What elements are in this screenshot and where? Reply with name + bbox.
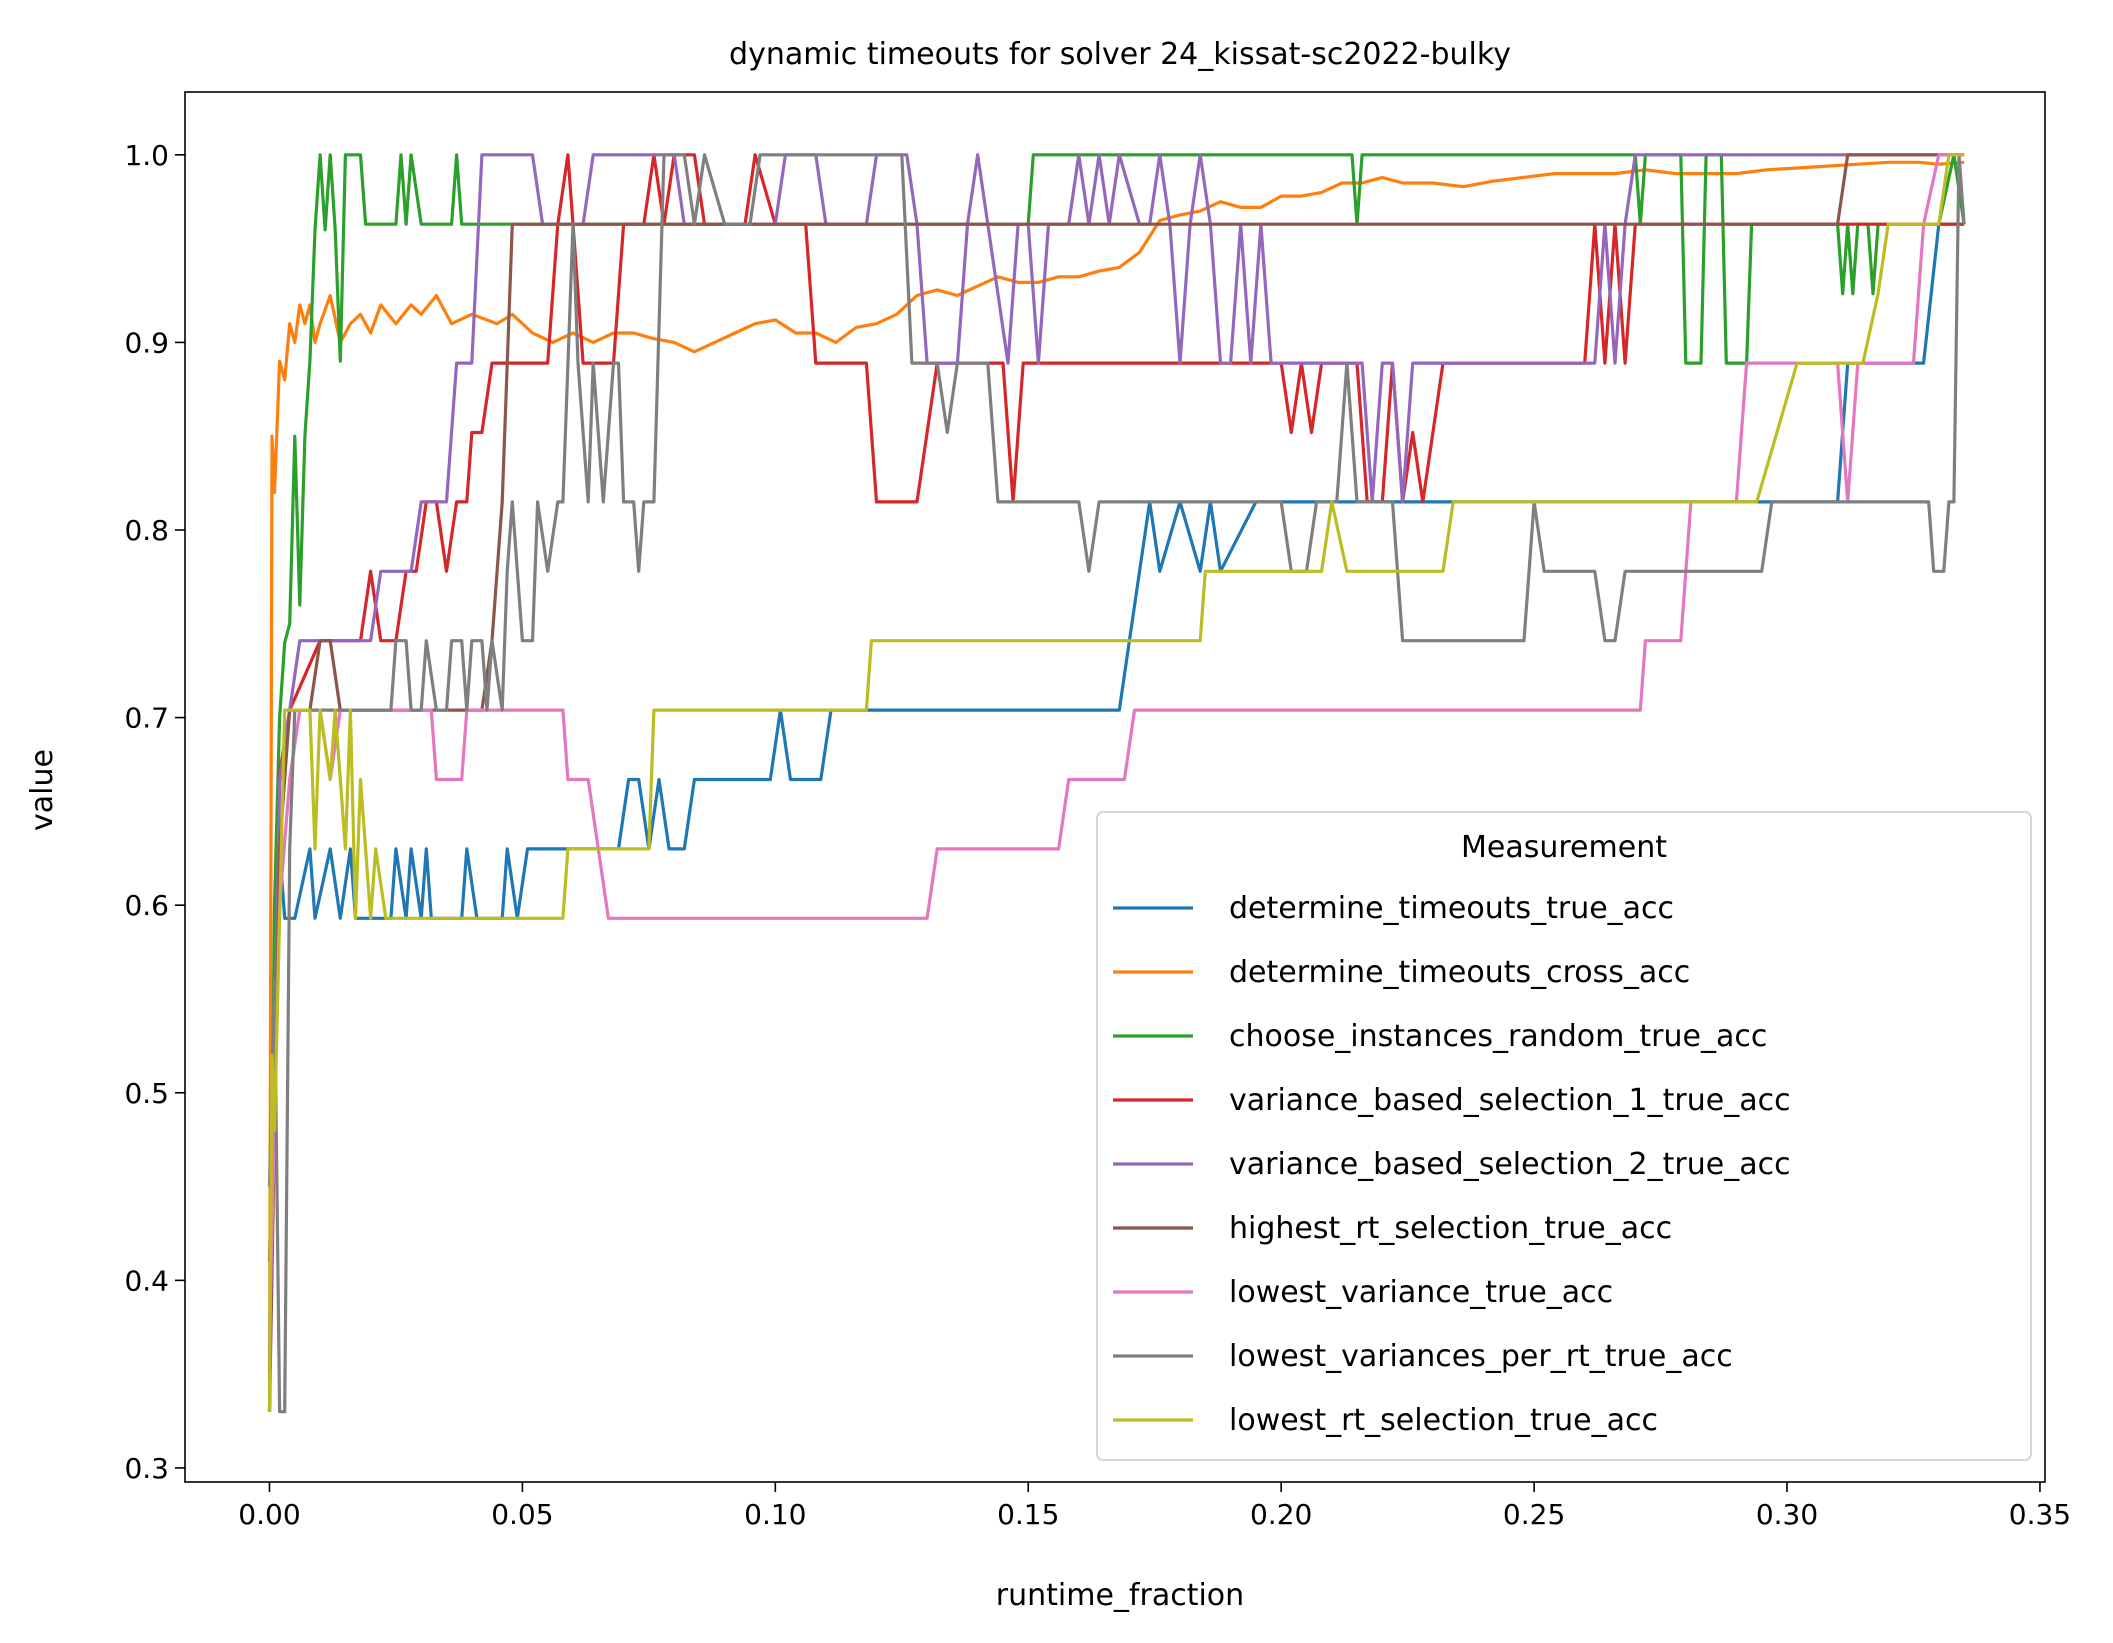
legend-label: choose_instances_random_true_acc xyxy=(1229,1019,1767,1054)
plot-frame xyxy=(184,91,2046,1483)
series-line-determine-timeouts-true-acc xyxy=(267,222,1965,1262)
y-tick-label: 0.9 xyxy=(124,326,169,359)
x-tick-label: 0.20 xyxy=(1250,1498,1312,1531)
legend-entries: determine_timeouts_true_acc determine_tim… xyxy=(1113,891,1791,1438)
y-tick-label: 0.4 xyxy=(124,1264,169,1297)
legend-label: lowest_variances_per_rt_true_acc xyxy=(1229,1339,1733,1374)
x-axis-label: runtime_fraction xyxy=(996,1578,1244,1613)
chart-title: dynamic timeouts for solver 24_kissat-sc… xyxy=(729,37,1511,72)
series-line-determine-timeouts-cross-acc xyxy=(267,160,1965,1412)
legend: Measurement determine_timeouts_true_accd… xyxy=(1096,811,2032,1461)
x-axis-ticks: 0.00 0.05 0.10 0.15 0.20 0.25 0.30 0.35 xyxy=(238,1482,2071,1531)
y-tick-label: 0.3 xyxy=(124,1452,169,1485)
x-tick-label: 0.25 xyxy=(1503,1498,1565,1531)
plot-lines xyxy=(267,153,1966,1414)
y-tick-label: 0.6 xyxy=(124,889,169,922)
x-tick-label: 0.30 xyxy=(1756,1498,1818,1531)
y-axis-ticks: 0.3 0.4 0.5 0.6 0.7 0.8 0.9 1.0 xyxy=(124,139,185,1485)
x-tick-label: 0.05 xyxy=(491,1498,553,1531)
x-tick-label: 0.35 xyxy=(2009,1498,2071,1531)
legend-label: lowest_rt_selection_true_acc xyxy=(1229,1403,1658,1438)
legend-title: Measurement xyxy=(1461,830,1667,865)
legend-box xyxy=(1096,811,2032,1461)
x-tick-label: 0.10 xyxy=(744,1498,806,1531)
y-tick-label: 0.5 xyxy=(124,1077,169,1110)
y-axis-label: value xyxy=(25,749,60,831)
legend-label: variance_based_selection_1_true_acc xyxy=(1229,1083,1791,1118)
legend-label: highest_rt_selection_true_acc xyxy=(1229,1211,1672,1246)
legend-label: variance_based_selection_2_true_acc xyxy=(1229,1147,1791,1182)
x-tick-label: 0.15 xyxy=(997,1498,1059,1531)
y-tick-label: 1.0 xyxy=(124,139,169,172)
legend-label: determine_timeouts_true_acc xyxy=(1229,891,1674,926)
y-tick-label: 0.8 xyxy=(124,514,169,547)
series-line-variance-based-selection-2-true-acc xyxy=(267,153,1965,1356)
series-line-lowest-rt-selection-true-acc xyxy=(267,153,1965,1412)
series-line-lowest-variances-per-rt-true-acc xyxy=(267,153,1966,1414)
y-tick-label: 0.7 xyxy=(124,702,169,735)
x-tick-label: 0.00 xyxy=(238,1498,300,1531)
legend-label: lowest_variance_true_acc xyxy=(1229,1275,1613,1310)
legend-label: determine_timeouts_cross_acc xyxy=(1229,955,1690,990)
